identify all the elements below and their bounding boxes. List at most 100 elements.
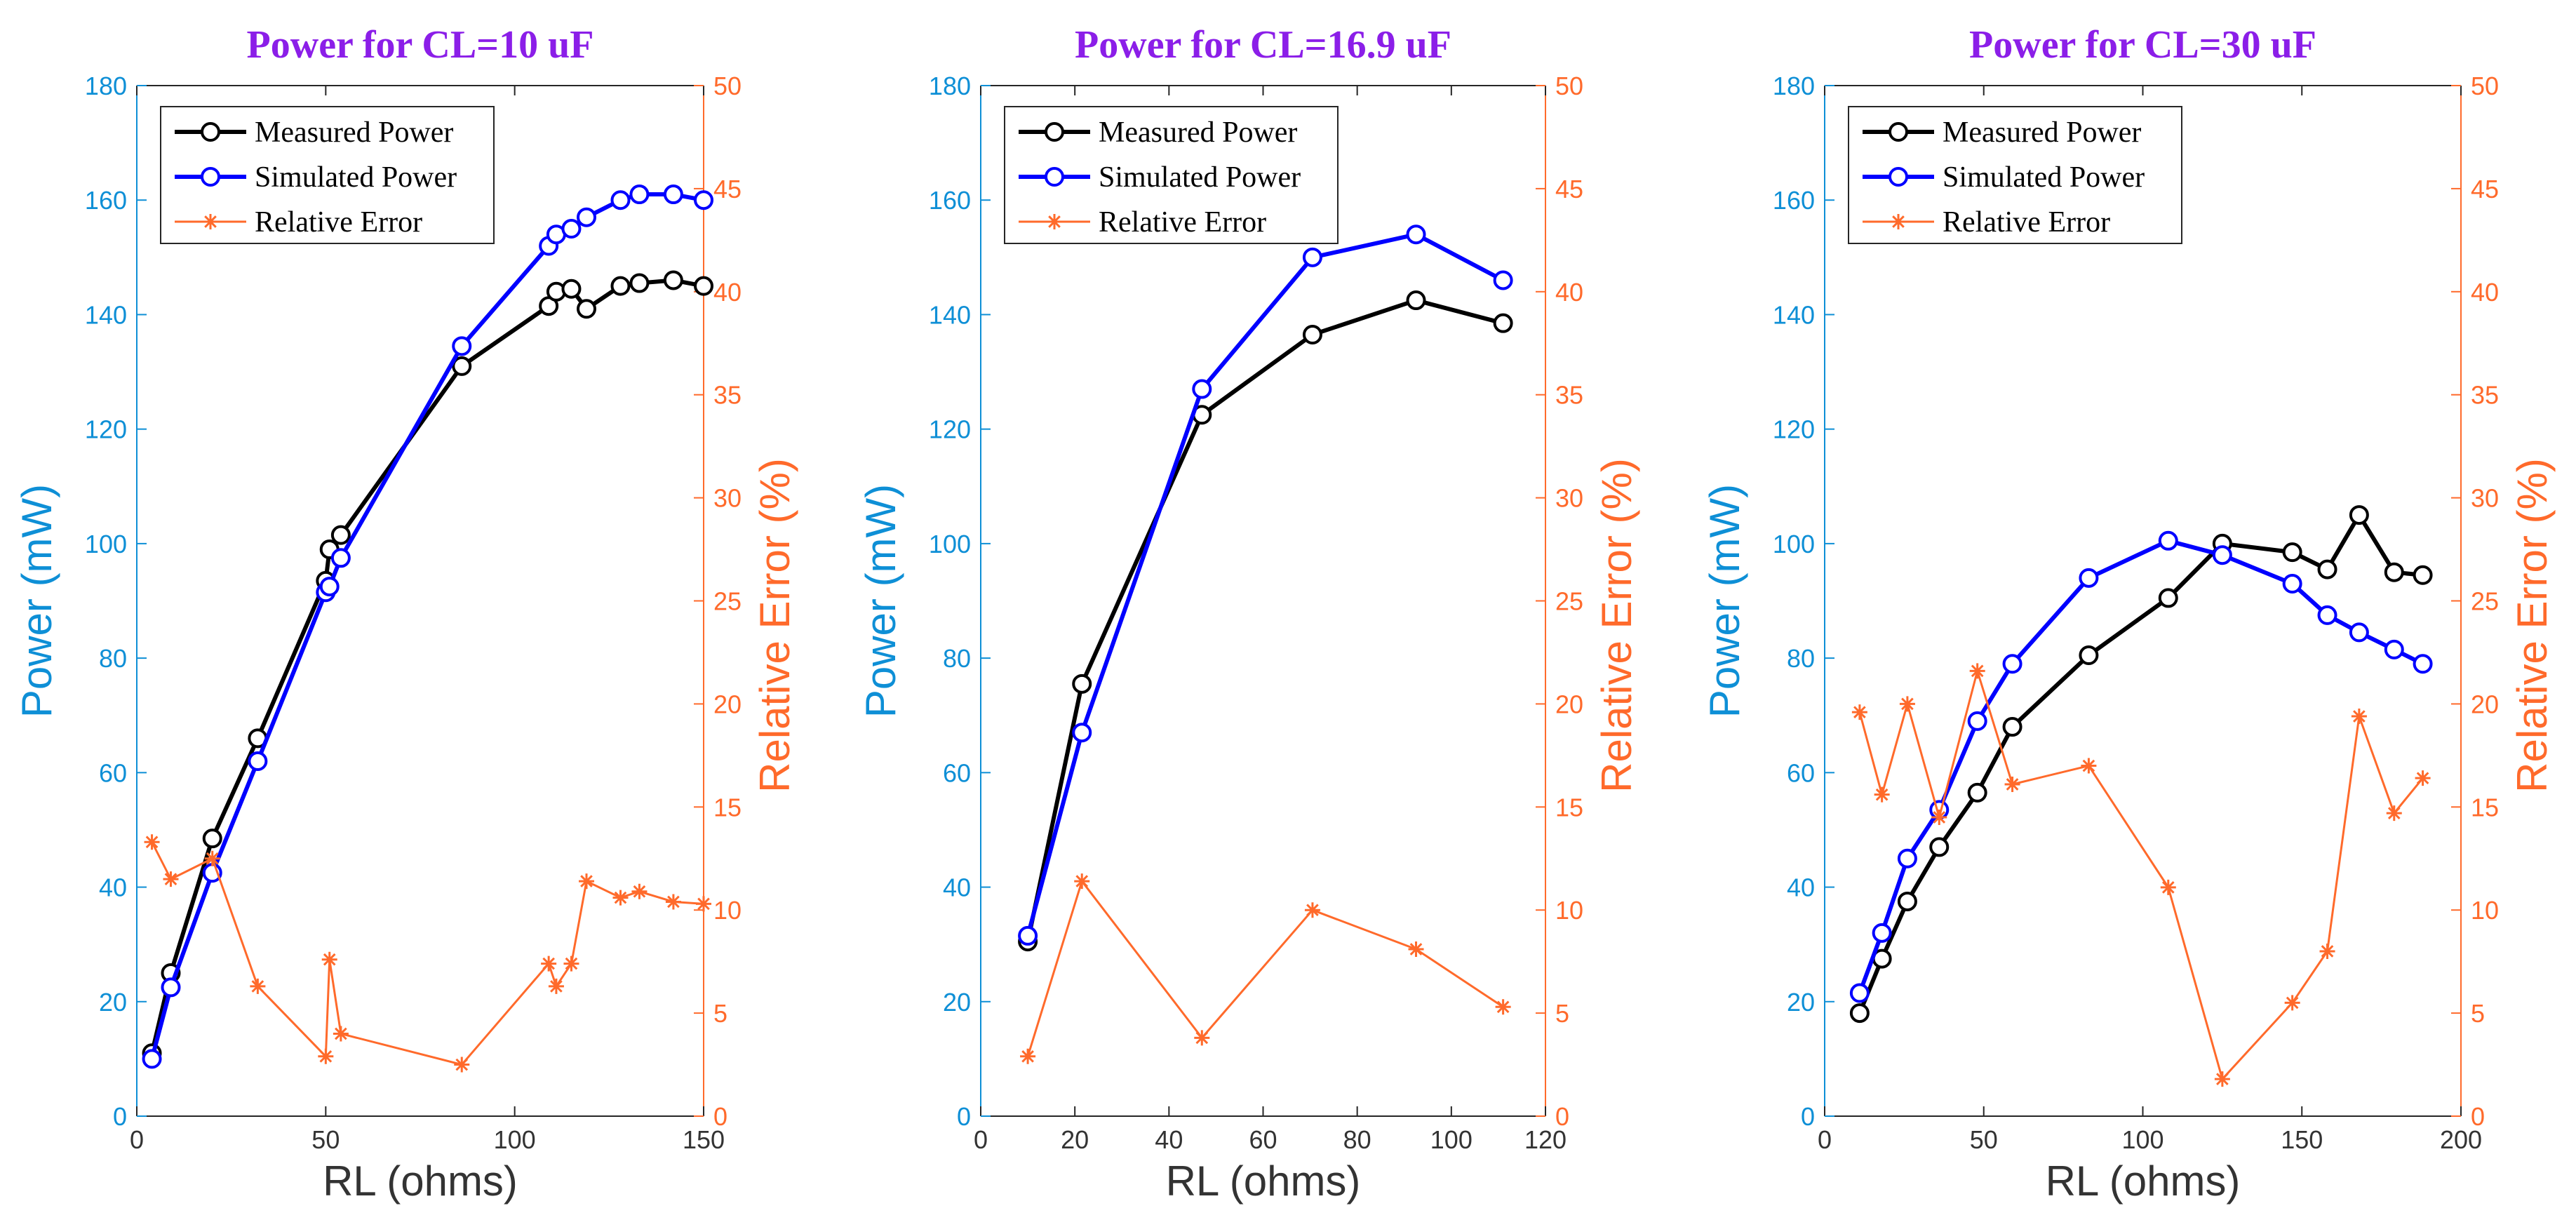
- x-axis-label: RL (ohms): [323, 1158, 518, 1205]
- chart-title: Power for CL=16.9 uF: [1075, 23, 1451, 67]
- series-simulated-power: [1018, 224, 1513, 946]
- data-point: [612, 890, 629, 906]
- series-relative-error: [1020, 873, 1511, 1064]
- chart-title: Power for CL=30 uF: [1969, 23, 2316, 67]
- left-y-tick-label: 140: [85, 300, 127, 329]
- legend-item: Relative Error: [175, 206, 422, 239]
- right-y-tick-label: 10: [1555, 896, 1583, 925]
- data-point: [1967, 711, 1987, 731]
- data-point: [1929, 837, 1950, 857]
- left-y-tick-label: 180: [85, 72, 127, 100]
- legend-label: Relative Error: [1099, 206, 1266, 239]
- x-tick-label: 50: [311, 1125, 340, 1154]
- legend-item: Simulated Power: [1863, 161, 2145, 194]
- data-point: [1874, 786, 1890, 803]
- x-axis-label: RL (ohms): [2046, 1158, 2241, 1205]
- data-point: [333, 1026, 349, 1042]
- data-point: [1967, 782, 1987, 803]
- right-y-tick-label: 50: [713, 72, 742, 100]
- data-point: [2349, 622, 2369, 643]
- data-point: [202, 829, 222, 849]
- legend-swatch-marker: [1889, 122, 1908, 142]
- x-tick-label: 50: [1970, 1125, 1998, 1154]
- series-line: [1026, 298, 1504, 942]
- legend-swatch-marker: [203, 214, 218, 229]
- left-y-tick-label: 100: [1773, 530, 1815, 558]
- data-point: [2384, 562, 2404, 582]
- left-y-tick-label: 40: [99, 873, 127, 902]
- right-y-tick-label: 45: [1555, 175, 1583, 203]
- data-point: [1304, 902, 1320, 918]
- x-tick-label: 200: [2440, 1125, 2482, 1154]
- data-point: [2413, 565, 2433, 585]
- right-y-tick-label: 35: [1555, 381, 1583, 410]
- data-point: [561, 219, 582, 239]
- left-y-tick-label: 0: [1801, 1102, 1815, 1131]
- legend-item: Simulated Power: [175, 161, 457, 194]
- data-point: [629, 185, 650, 205]
- data-point: [1302, 325, 1322, 345]
- right-y-tick-label: 40: [2471, 278, 2499, 307]
- x-tick-label: 150: [2281, 1125, 2323, 1154]
- legend-swatch-marker: [201, 122, 220, 142]
- right-y-tick-label: 20: [2471, 690, 2499, 718]
- data-point: [694, 276, 713, 296]
- left-y-tick-label: 140: [1773, 300, 1815, 329]
- data-point: [319, 577, 340, 597]
- data-point: [696, 896, 711, 912]
- data-point: [2282, 542, 2302, 563]
- data-point: [1849, 1003, 1870, 1024]
- data-point: [1899, 696, 1915, 712]
- x-tick-label: 40: [1155, 1125, 1183, 1154]
- data-point: [161, 977, 181, 998]
- right-y-tick-label: 15: [1555, 793, 1583, 822]
- data-point: [452, 336, 472, 356]
- chart-title: Power for CL=10 uF: [247, 23, 594, 67]
- left-y-tick-label: 40: [1787, 873, 1815, 902]
- left-y-tick-label: 0: [113, 1102, 127, 1131]
- left-y-tick-label: 120: [929, 415, 971, 444]
- legend-swatch-marker: [1889, 167, 1908, 187]
- right-y-axis-label: Relative Error (%): [1593, 458, 1640, 793]
- left-y-tick-label: 20: [1787, 988, 1815, 1017]
- data-point: [2319, 943, 2335, 959]
- left-y-tick-label: 160: [1773, 186, 1815, 215]
- legend-item: Relative Error: [1019, 206, 1266, 239]
- left-y-tick-label: 0: [957, 1102, 971, 1131]
- data-point: [250, 978, 266, 994]
- right-y-axis-label: Relative Error (%): [2509, 458, 2556, 793]
- data-point: [204, 850, 220, 866]
- series-simulated-power: [142, 185, 713, 1069]
- x-tick-label: 0: [130, 1125, 144, 1154]
- right-y-tick-label: 50: [1555, 72, 1583, 100]
- legend-label: Measured Power: [1099, 116, 1297, 149]
- legend-item: Measured Power: [1019, 116, 1297, 149]
- legend-item: Measured Power: [175, 116, 453, 149]
- legend-swatch-marker: [1047, 214, 1062, 229]
- left-y-tick-label: 100: [85, 530, 127, 558]
- right-y-tick-label: 0: [713, 1102, 727, 1131]
- legend-item: Measured Power: [1863, 116, 2141, 149]
- right-y-tick-label: 5: [2471, 999, 2485, 1028]
- data-point: [1406, 290, 1426, 311]
- data-point: [2317, 605, 2337, 625]
- right-y-tick-label: 50: [2471, 72, 2499, 100]
- left-y-axis-label: Power (mW): [857, 484, 904, 718]
- data-point: [610, 190, 631, 210]
- series-line: [1026, 880, 1504, 1057]
- right-y-tick-label: 40: [713, 278, 742, 307]
- x-tick-label: 0: [1818, 1125, 1832, 1154]
- left-y-axis-label: Power (mW): [1701, 484, 1748, 718]
- right-y-tick-label: 15: [713, 793, 742, 822]
- data-point: [2351, 709, 2367, 725]
- data-point: [577, 207, 597, 227]
- data-point: [2413, 654, 2433, 674]
- legend-label: Simulated Power: [1943, 161, 2145, 194]
- legend-swatch-marker: [1045, 167, 1064, 187]
- legend-swatch-marker: [1045, 122, 1064, 142]
- left-y-tick-label: 80: [99, 644, 127, 673]
- data-point: [163, 871, 179, 887]
- left-y-tick-label: 180: [1773, 72, 1815, 100]
- legend-item: Simulated Power: [1019, 161, 1301, 194]
- data-point: [2158, 588, 2178, 608]
